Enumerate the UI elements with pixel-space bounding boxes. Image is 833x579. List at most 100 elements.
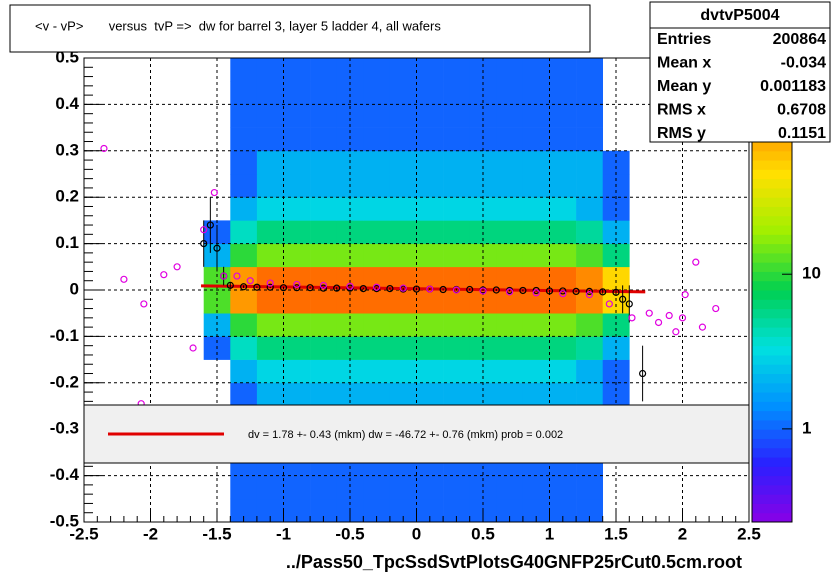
stats-value: 200864 bbox=[773, 31, 826, 48]
heatmap-cell bbox=[522, 359, 550, 384]
color-bar-cell bbox=[752, 178, 792, 189]
heatmap-cell bbox=[549, 243, 577, 268]
x-tick-label: 2.5 bbox=[737, 524, 761, 543]
heatmap-cell bbox=[336, 58, 364, 82]
heatmap-cell bbox=[310, 104, 337, 128]
color-bar-cell bbox=[752, 419, 792, 430]
profile-point bbox=[678, 314, 687, 322]
color-bar-cell bbox=[752, 382, 792, 393]
heatmap-cell bbox=[256, 58, 284, 82]
profile-point bbox=[333, 284, 341, 292]
color-bar-cell bbox=[752, 150, 792, 161]
heatmap-cell bbox=[389, 174, 417, 198]
heatmap-cell bbox=[230, 243, 258, 268]
y-tick-label: 0.2 bbox=[55, 187, 79, 206]
heatmap-cell bbox=[443, 359, 470, 384]
heatmap-cell bbox=[256, 359, 284, 384]
heatmap-cell bbox=[443, 150, 470, 175]
color-bar-cell bbox=[752, 327, 792, 337]
heatmap-cell bbox=[416, 220, 444, 244]
heatmap-cell bbox=[496, 150, 524, 175]
z-tick-label: 10 bbox=[802, 264, 821, 283]
heatmap-cell bbox=[496, 336, 524, 360]
heatmap-cell bbox=[549, 81, 577, 105]
heatmap-cell bbox=[363, 266, 391, 291]
heatmap-cell bbox=[230, 475, 258, 500]
heatmap-cell bbox=[602, 243, 630, 268]
heatmap-cell bbox=[549, 58, 577, 82]
z-tick-label: 1 bbox=[802, 418, 811, 437]
profile-point bbox=[266, 283, 274, 291]
profile-point bbox=[698, 323, 707, 331]
heatmap-cell bbox=[363, 81, 391, 105]
heatmap-cell bbox=[336, 127, 364, 152]
profile-point bbox=[120, 275, 128, 283]
heatmap-cell bbox=[336, 104, 364, 128]
heatmap-cell bbox=[443, 243, 470, 268]
color-bar-cell bbox=[752, 243, 792, 254]
heatmap-cell bbox=[310, 81, 337, 105]
heatmap-cell bbox=[363, 290, 391, 314]
heatmap-cell bbox=[522, 290, 550, 314]
heatmap-cell bbox=[283, 243, 311, 268]
heatmap-cell bbox=[549, 197, 577, 221]
heatmap-cell bbox=[522, 313, 550, 337]
heatmap-cell bbox=[416, 197, 444, 221]
heatmap-cell bbox=[576, 127, 603, 152]
color-bar-cell bbox=[752, 206, 792, 217]
profile-point bbox=[233, 272, 241, 280]
profile-point bbox=[492, 286, 500, 294]
heatmap-cell bbox=[310, 127, 337, 152]
heatmap-cell bbox=[389, 290, 417, 314]
profile-point bbox=[605, 300, 613, 308]
heatmap-cell bbox=[283, 150, 311, 175]
heatmap-cell bbox=[549, 498, 577, 523]
heatmap-cell bbox=[283, 290, 311, 314]
profile-point bbox=[506, 288, 514, 296]
y-tick-label: -0.3 bbox=[50, 419, 79, 438]
profile-point bbox=[585, 291, 594, 299]
heatmap-cell bbox=[443, 220, 470, 244]
heatmap-cell bbox=[256, 81, 284, 105]
heatmap-cell bbox=[549, 127, 577, 152]
heatmap-cell bbox=[283, 127, 311, 152]
heatmap-cell bbox=[310, 243, 337, 268]
heatmap-cell bbox=[336, 266, 364, 291]
heatmap-cell bbox=[576, 475, 603, 500]
heatmap-cell bbox=[416, 243, 444, 268]
heatmap-cell bbox=[522, 197, 550, 221]
color-bar-cell bbox=[752, 475, 792, 486]
profile-point bbox=[293, 284, 301, 292]
heatmap-cell bbox=[416, 313, 444, 337]
heatmap-cell bbox=[389, 104, 417, 128]
heatmap-cell bbox=[496, 382, 524, 407]
color-bar-cell bbox=[752, 457, 792, 467]
profile-point bbox=[189, 344, 197, 352]
profile-point bbox=[559, 287, 567, 295]
stats-value: -0.034 bbox=[781, 55, 826, 72]
profile-point bbox=[712, 304, 720, 313]
heatmap-cell bbox=[283, 313, 311, 337]
color-bar-cell bbox=[752, 234, 792, 245]
heatmap-cell bbox=[363, 197, 391, 221]
profile-point bbox=[532, 289, 540, 297]
title-box bbox=[9, 4, 591, 53]
color-bar-cell bbox=[752, 494, 792, 504]
heatmap-cell bbox=[230, 313, 258, 337]
heatmap-cell bbox=[576, 266, 603, 291]
heatmap-cell bbox=[576, 104, 603, 128]
heatmap-cell bbox=[283, 498, 311, 523]
heatmap-cell bbox=[389, 359, 417, 384]
heatmap-cell bbox=[549, 174, 577, 198]
profile-point bbox=[173, 263, 181, 271]
heatmap-cell bbox=[389, 150, 417, 175]
heatmap-cell bbox=[256, 127, 284, 152]
profile-point bbox=[532, 286, 540, 295]
profile-point bbox=[210, 188, 218, 197]
heatmap-cell bbox=[363, 336, 391, 360]
heatmap-cell bbox=[336, 290, 364, 314]
heatmap-cell bbox=[389, 81, 417, 105]
profile-point bbox=[246, 277, 254, 285]
heatmap-cell bbox=[469, 104, 497, 128]
stats-label: Entries bbox=[657, 31, 711, 48]
